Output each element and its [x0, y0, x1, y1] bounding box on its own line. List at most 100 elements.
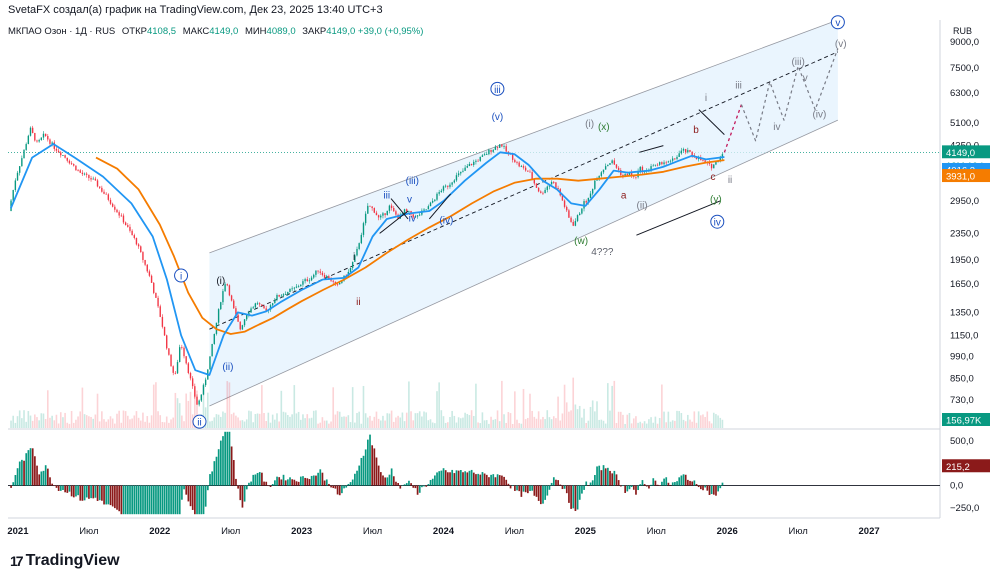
volume-bar	[570, 410, 572, 428]
osc-bar	[609, 470, 611, 486]
volume-bar	[168, 422, 170, 428]
price-candle-body	[77, 170, 79, 172]
price-candle-body	[29, 127, 32, 136]
symbol-name[interactable]: МКПАО Озон · 1Д · RUS	[8, 26, 116, 37]
volume-bar	[59, 412, 62, 428]
projection-first-leg	[723, 104, 743, 153]
osc-bar	[94, 485, 97, 498]
volume-bar	[347, 415, 350, 428]
volume-bar	[509, 413, 512, 428]
time-tick-label: 2023	[291, 526, 312, 537]
price-candle-body	[304, 279, 306, 282]
tradingview-brand[interactable]: 17 TradingView	[10, 552, 120, 570]
volume-bar	[308, 418, 311, 428]
price-candle-body	[527, 170, 529, 172]
price-candle-body	[237, 314, 239, 322]
osc-bar	[29, 448, 32, 486]
price-candle-body	[148, 271, 151, 276]
high-value: 4149,0	[209, 26, 239, 37]
osc-bar	[263, 481, 265, 486]
osc-tick-label: 500,0	[950, 436, 974, 447]
osc-bar	[137, 485, 140, 515]
volume-bar	[219, 416, 222, 428]
price-candle-body	[261, 304, 263, 306]
price-candle-body	[406, 209, 408, 212]
time-tick-label: 2024	[433, 526, 455, 537]
price-candle-body	[546, 186, 548, 190]
price-candle-body	[73, 164, 75, 166]
price-candle-body	[511, 154, 514, 160]
osc-bar	[427, 484, 430, 486]
volume-bar	[457, 417, 460, 428]
osc-bar	[561, 485, 564, 490]
osc-bar	[159, 485, 162, 515]
volume-bar	[483, 420, 486, 428]
osc-bar	[412, 485, 415, 488]
ma-fast-line	[9, 143, 725, 376]
osc-bar	[384, 477, 387, 486]
osc-bar	[194, 485, 196, 515]
price-candle-body	[155, 292, 157, 298]
osc-tick-label: 0,0	[950, 481, 963, 492]
osc-bar	[425, 485, 428, 487]
osc-bar	[92, 485, 95, 499]
volume-bar	[209, 421, 211, 428]
price-candle-body	[150, 275, 153, 283]
osc-bar	[667, 482, 670, 486]
osc-bar	[496, 474, 499, 486]
volume-bar	[539, 419, 542, 428]
volume-bar	[81, 387, 84, 428]
price-candle-body	[479, 156, 481, 161]
price-candle-body	[122, 215, 125, 223]
price-candle-body	[563, 200, 566, 207]
projection-path	[740, 48, 839, 142]
price-candle-body	[34, 132, 36, 141]
volume-bar	[572, 377, 575, 428]
volume-bar	[589, 406, 592, 428]
osc-bar	[429, 479, 432, 486]
volume-bar	[317, 423, 319, 428]
osc-bar	[168, 485, 170, 515]
last-price-tag-bg	[942, 145, 990, 159]
osc-bar	[602, 465, 605, 486]
osc-bar	[693, 480, 696, 486]
osc-bar	[72, 485, 75, 498]
volume-bar	[384, 420, 386, 428]
osc-bar	[464, 471, 467, 486]
wave-label-iii: iii	[494, 85, 501, 96]
close-value: 4149,0	[326, 26, 356, 37]
volume-bar	[323, 420, 326, 428]
price-candle-body	[254, 303, 257, 308]
volume-bar	[96, 393, 99, 428]
volume-bar	[542, 416, 544, 428]
volume-bar	[75, 419, 77, 428]
osc-bar	[25, 453, 28, 486]
osc-bar	[68, 485, 71, 492]
volume-bar	[101, 411, 103, 428]
price-candle-body	[663, 162, 665, 165]
price-candle-body	[233, 300, 235, 309]
price-candle-body	[36, 140, 38, 142]
volume-bar	[358, 411, 360, 428]
price-candle-body	[678, 153, 680, 157]
osc-bar	[648, 485, 650, 489]
osc-bar	[431, 478, 434, 486]
osc-bar	[207, 485, 209, 491]
volume-bar	[274, 419, 276, 428]
volume-bar	[224, 412, 226, 428]
price-candle-body	[604, 166, 607, 170]
volume-bar	[619, 411, 622, 428]
time-tick-label: Июл	[647, 526, 666, 537]
volume-bar	[425, 412, 427, 428]
osc-bar	[354, 473, 356, 486]
osc-bar	[42, 470, 45, 486]
volume-bar	[356, 412, 358, 428]
price-candle-body	[200, 394, 203, 401]
osc-bar	[453, 473, 456, 486]
volume-bar	[295, 413, 298, 428]
osc-bar	[336, 485, 339, 495]
wave-label-i-ring	[174, 268, 189, 283]
osc-bar	[604, 468, 607, 486]
price-candle-body	[494, 146, 497, 150]
